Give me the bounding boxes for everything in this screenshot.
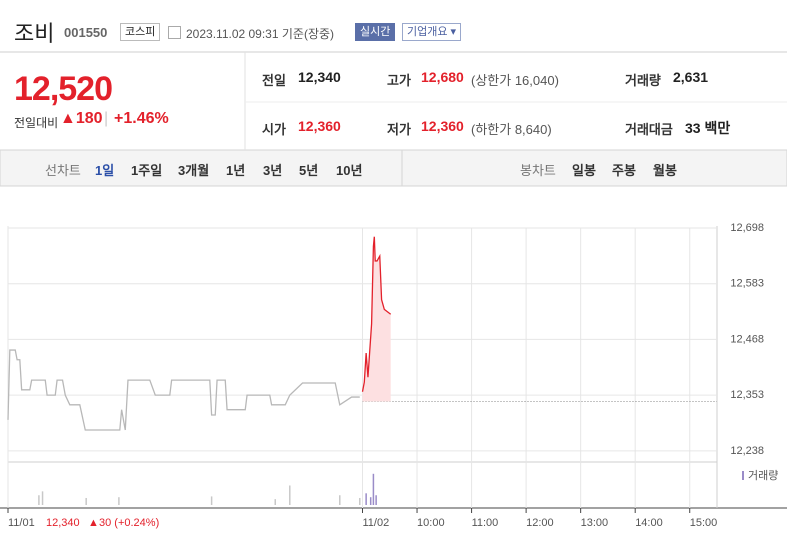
period-tab[interactable]: 3개월 (178, 163, 210, 178)
y-tick-label: 12,353 (730, 389, 764, 401)
volume-bar (38, 495, 40, 505)
legend-swatch (742, 471, 744, 480)
stat-note: (하한가 8,640) (471, 122, 552, 137)
company-info-button[interactable]: 기업개요 ▾ (402, 23, 462, 41)
market-badge: 코스피 (120, 23, 161, 41)
price-line (7, 349, 360, 431)
volume-bar (369, 497, 372, 505)
volume-bar (339, 495, 341, 505)
x-tick-label: 12:00 (526, 517, 554, 529)
period-tab[interactable]: 1주일 (131, 163, 163, 178)
volume-bar (274, 499, 276, 505)
stat-value: 12,340 (298, 69, 341, 85)
prev-day-price: 12,340 (46, 517, 80, 529)
stat-label: 시가 (262, 122, 286, 137)
tab-group-label: 선차트 (45, 163, 81, 178)
change-pct: +1.46% (114, 110, 169, 127)
volume-bar (85, 497, 87, 505)
x-tick-label: 14:00 (635, 517, 663, 529)
period-tab[interactable]: 1년 (226, 163, 246, 178)
plot: 12,698 12,583 12,468 12,353 12,238 11/01 11/02… (7, 222, 764, 529)
period-tab[interactable]: 주봉 (612, 163, 636, 178)
volume-bar (372, 473, 375, 505)
current-price: 12,520 (14, 70, 113, 108)
period-tab[interactable]: 3년 (263, 163, 283, 178)
y-tick-label: 12,583 (730, 278, 764, 290)
stat-value: 2,631 (673, 69, 709, 85)
stat-value: 12,360 (421, 118, 464, 134)
volume-bar (359, 497, 361, 505)
volume-bar (375, 495, 377, 505)
period-tab[interactable]: 일봉 (572, 163, 596, 178)
volume-bar (210, 496, 213, 505)
y-tick-label: 12,468 (730, 333, 764, 345)
period-tab[interactable]: 1일 (95, 163, 115, 178)
tab-group-label: 봉차트 (520, 163, 556, 178)
x-tick-label: 13:00 (581, 517, 609, 529)
stat-note: (상한가 16,040) (471, 73, 559, 88)
stock-name: 조비 (14, 21, 55, 46)
change-value: 180 (75, 110, 103, 127)
change-label: 전일대비 (14, 116, 59, 130)
stat-value: 12,360 (298, 118, 341, 134)
volume-bar (365, 493, 367, 505)
up-arrow: ▲ (88, 517, 99, 529)
realtime-badge[interactable]: 실시간 (355, 23, 396, 41)
period-tab[interactable]: 5년 (299, 163, 319, 178)
y-tick-label: 12,238 (730, 445, 764, 457)
x-tick-label: 11/01 (8, 517, 35, 529)
x-tick-label: 15:00 (690, 517, 718, 529)
period-tab[interactable]: 월봉 (653, 163, 677, 178)
volume-bar (289, 485, 291, 505)
separator: | (104, 110, 109, 127)
x-tick-label: 11/02 (363, 517, 390, 529)
change: ▲180 (60, 110, 103, 127)
period-tab[interactable]: 10년 (336, 163, 363, 178)
stock-code: 001550 (64, 25, 108, 40)
stat-label: 거래량 (625, 73, 661, 88)
volume-bar (118, 497, 120, 505)
legend-label: 거래량 (748, 469, 778, 482)
tab-bar (0, 149, 787, 187)
stat-label: 거래대금 (625, 122, 673, 137)
prev-day-change: 30 (+0.24%) (99, 517, 159, 529)
y-tick-label: 12,698 (730, 222, 764, 234)
stat-label: 저가 (387, 122, 411, 137)
company-info-label[interactable]: 기업개요 (407, 26, 448, 38)
stat-label: 고가 (387, 73, 411, 88)
x-tick-label: 10:00 (417, 517, 445, 529)
timestamp: 2023.11.02 09:31 기준(장중) (186, 27, 335, 41)
stat-label: 전일 (262, 73, 286, 88)
clock-icon (168, 26, 181, 39)
volume-bar (41, 491, 44, 505)
price-line (361, 236, 392, 392)
stat-value: 33 백만 (685, 120, 731, 136)
x-tick-label: 11:00 (472, 517, 499, 529)
stat-value: 12,680 (421, 69, 464, 85)
